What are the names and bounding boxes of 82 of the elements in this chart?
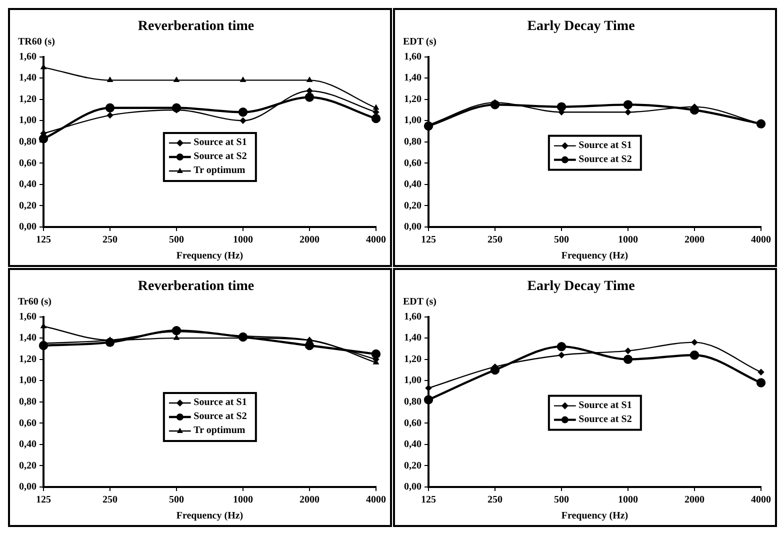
y-tick-label: 0,60 — [404, 418, 422, 429]
x-axis-title: Frequency (Hz) — [176, 510, 244, 522]
y-tick-label: 1,20 — [404, 354, 422, 365]
x-tick-label: 125 — [36, 234, 51, 246]
y-axis-title: EDT (s) — [403, 36, 436, 48]
y-tick-label: 1,20 — [19, 354, 36, 365]
x-tick-label: 500 — [554, 234, 569, 246]
legend-label: Tr optimum — [194, 424, 246, 438]
x-tick-label: 1000 — [618, 234, 638, 246]
y-tick-label: 0,80 — [19, 396, 36, 408]
x-tick-label: 250 — [488, 494, 502, 506]
chart-title: Early Decay Time — [527, 279, 635, 294]
y-tick-label: 0,60 — [19, 418, 36, 429]
legend-label: Source at S2 — [194, 410, 247, 424]
legend-label: Source at S1 — [194, 136, 247, 150]
x-tick-label: 250 — [102, 234, 118, 246]
x-axis-title: Frequency (Hz) — [561, 510, 628, 522]
x-tick-label: 125 — [421, 234, 436, 246]
x-tick-label: 4000 — [366, 234, 386, 246]
y-tick-label: 0,40 — [404, 439, 422, 450]
x-tick-label: 2000 — [684, 494, 704, 506]
legend-label: Tr optimum — [194, 164, 246, 178]
x-axis-title: Frequency (Hz) — [176, 250, 244, 262]
x-tick-label: 4000 — [366, 494, 386, 506]
x-tick-label: 250 — [488, 234, 502, 246]
y-tick-label: 1,60 — [404, 311, 422, 322]
legend-label: Source at S2 — [578, 152, 632, 167]
y-tick-label: 1,40 — [404, 72, 422, 84]
y-tick-label: 0,80 — [404, 136, 422, 148]
y-tick-label: 1,00 — [404, 375, 422, 386]
y-axis-title: Tr60 (s) — [18, 296, 52, 308]
y-tick-label: 0,40 — [19, 179, 36, 190]
y-tick-label: 0,80 — [19, 136, 36, 148]
legend-label: Source at S1 — [578, 138, 632, 153]
y-tick-label: 0,00 — [19, 222, 36, 233]
chart-title: Early Decay Time — [527, 19, 635, 34]
y-tick-label: 0,00 — [404, 222, 422, 233]
x-tick-label: 250 — [102, 494, 118, 506]
x-tick-label: 500 — [169, 234, 184, 246]
legend-label: Source at S2 — [194, 150, 247, 164]
y-tick-label: 0,20 — [404, 460, 422, 472]
x-axis-title: Frequency (Hz) — [561, 250, 628, 262]
x-tick-label: 125 — [421, 494, 436, 506]
chart-title: Reverberation time — [138, 19, 254, 34]
y-tick-label: 1,60 — [19, 311, 36, 322]
x-tick-label: 1000 — [233, 234, 253, 246]
y-axis-title: TR60 (s) — [18, 36, 55, 48]
x-tick-label: 500 — [169, 494, 184, 506]
y-tick-label: 0,00 — [19, 482, 36, 493]
y-tick-label: 1,20 — [19, 94, 36, 105]
x-tick-label: 2000 — [300, 494, 320, 506]
y-tick-label: 0,40 — [404, 179, 422, 190]
y-tick-label: 0,20 — [19, 200, 36, 212]
y-tick-label: 0,40 — [19, 439, 36, 450]
x-tick-label: 125 — [36, 494, 51, 506]
x-tick-label: 2000 — [684, 234, 704, 246]
y-tick-label: 1,60 — [19, 51, 36, 62]
y-tick-label: 1,40 — [19, 72, 36, 84]
x-tick-label: 4000 — [751, 234, 771, 246]
y-tick-label: 0,20 — [404, 200, 422, 212]
y-tick-label: 1,40 — [404, 332, 422, 344]
y-tick-label: 1,00 — [19, 375, 36, 386]
y-tick-label: 0,60 — [19, 158, 36, 169]
y-tick-label: 1,00 — [19, 115, 36, 126]
chart-title: Reverberation time — [138, 279, 254, 294]
y-tick-label: 0,80 — [404, 396, 422, 408]
x-tick-label: 4000 — [751, 494, 771, 506]
x-tick-label: 500 — [554, 494, 569, 506]
legend-label: Source at S2 — [578, 412, 632, 427]
y-tick-label: 1,20 — [404, 94, 422, 105]
y-tick-label: 0,20 — [19, 460, 36, 472]
y-tick-label: 1,00 — [404, 115, 422, 126]
y-tick-label: 0,60 — [404, 158, 422, 169]
y-tick-label: 0,00 — [404, 482, 422, 493]
legend-label: Source at S1 — [194, 396, 247, 410]
y-tick-label: 1,40 — [19, 332, 36, 344]
x-tick-label: 1000 — [233, 494, 253, 506]
y-axis-title: EDT (s) — [403, 296, 436, 308]
x-tick-label: 2000 — [300, 234, 320, 246]
x-tick-label: 1000 — [618, 494, 638, 506]
legend-label: Source at S1 — [578, 398, 632, 413]
y-tick-label: 1,60 — [404, 51, 422, 62]
